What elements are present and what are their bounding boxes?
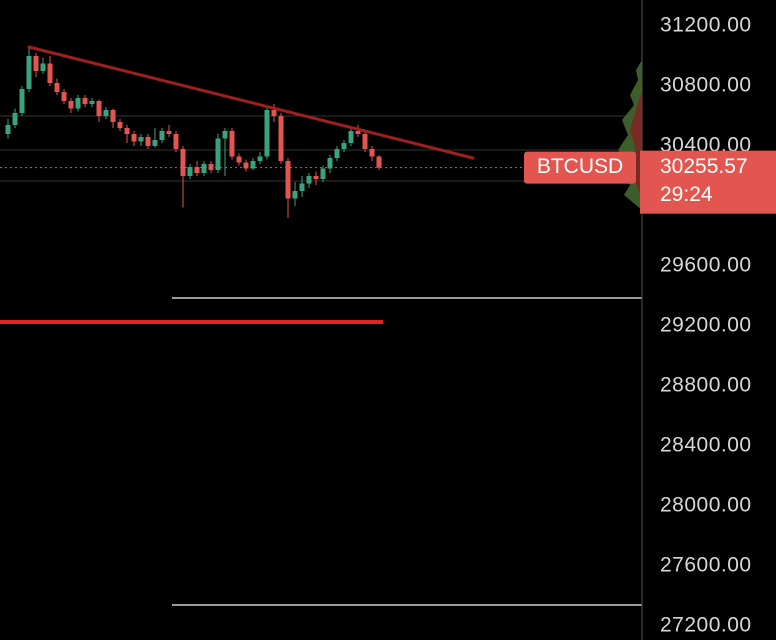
candle-body <box>124 127 130 134</box>
candle-body <box>187 166 193 176</box>
candle-body <box>166 130 172 134</box>
candle-body <box>264 109 270 157</box>
candle-body <box>145 136 151 146</box>
candles <box>5 45 475 218</box>
last-price: 30255.57 <box>660 155 748 178</box>
price-labels: BTCUSD 30255.57 29:24 <box>524 150 776 214</box>
candle-body <box>201 163 207 173</box>
candle-body <box>180 148 186 176</box>
candle-body <box>12 112 18 125</box>
symbol-label-box <box>524 151 636 184</box>
candle-body <box>54 82 60 92</box>
candle-body <box>138 136 144 142</box>
candle-body <box>327 157 333 169</box>
candle-body <box>110 109 116 122</box>
candle-body <box>369 148 375 157</box>
candle-body <box>236 156 242 163</box>
candle-body <box>103 109 109 116</box>
candle-body <box>89 100 95 104</box>
candle-body <box>19 88 25 113</box>
price-axis: 31200.0030800.0030400.0030000.0029600.00… <box>660 14 752 637</box>
levels <box>0 115 642 607</box>
candle-body <box>152 139 158 146</box>
candle-body <box>117 121 123 128</box>
candle-body <box>341 142 347 149</box>
y-tick-label: 28800.00 <box>660 374 752 397</box>
candle-body <box>131 133 137 142</box>
candle-body <box>334 148 340 158</box>
candle-body <box>68 100 74 109</box>
candle-body <box>208 163 214 170</box>
y-tick-label: 27200.00 <box>660 614 752 637</box>
candle-body <box>173 133 179 149</box>
price-box <box>640 150 776 214</box>
y-tick-label: 29200.00 <box>660 314 752 337</box>
candle-body <box>61 91 67 101</box>
countdown: 29:24 <box>660 183 713 206</box>
candle-body <box>215 138 221 170</box>
symbol-label: BTCUSD <box>537 155 623 178</box>
candle-body <box>33 55 39 71</box>
candle-body <box>243 162 249 169</box>
candle-body <box>299 183 305 191</box>
candle-body <box>159 130 165 140</box>
candle-body <box>222 130 228 139</box>
y-tick-label: 28400.00 <box>660 434 752 457</box>
candle-body <box>82 97 88 104</box>
candle-body <box>194 166 200 173</box>
candle-body <box>362 133 368 149</box>
y-tick-label: 28000.00 <box>660 494 752 517</box>
candle-body <box>320 168 326 179</box>
candle-body <box>271 109 277 116</box>
y-tick-label: 29600.00 <box>660 254 752 277</box>
candle-body <box>5 124 11 134</box>
candle-body <box>306 175 312 184</box>
y-tick-label: 27600.00 <box>660 554 752 577</box>
candle-body <box>348 130 354 143</box>
trendline <box>27 45 475 160</box>
candle-body <box>40 63 46 71</box>
candle-body <box>376 156 382 168</box>
y-tick-label: 30800.00 <box>660 74 752 97</box>
candle-body <box>26 55 32 89</box>
candle-body <box>75 97 81 109</box>
candle-body <box>355 130 361 134</box>
candle-body <box>96 100 102 116</box>
candle-body <box>313 175 319 179</box>
candle-body <box>250 160 256 169</box>
y-tick-label: 31200.00 <box>660 14 752 37</box>
candle-body <box>47 63 53 83</box>
candle-body <box>229 130 235 157</box>
candle-body <box>278 115 284 161</box>
candle-body <box>257 156 263 161</box>
candle-body <box>292 190 298 199</box>
candle-body <box>285 160 291 199</box>
